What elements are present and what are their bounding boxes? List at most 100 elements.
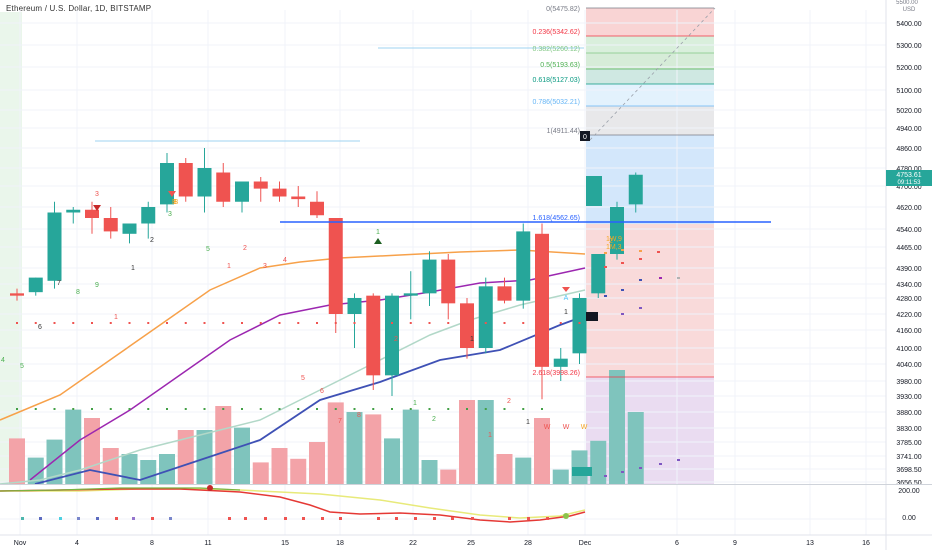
pane-separator[interactable]: [0, 484, 932, 485]
candle-body[interactable]: [178, 163, 193, 197]
time-axis-tick-label: 13: [806, 540, 814, 547]
candle-body[interactable]: [85, 209, 99, 218]
volume-dot: [428, 408, 431, 410]
price-flag-marker: [586, 312, 598, 321]
projection-dot: [639, 467, 642, 469]
volume-dot: [241, 408, 243, 410]
candle-body[interactable]: [610, 207, 624, 254]
ema-dot: [447, 322, 450, 324]
ema-dot: [53, 322, 56, 324]
candle-body[interactable]: [66, 209, 81, 213]
candle-body[interactable]: [122, 223, 137, 234]
fib-zone-1: [586, 135, 714, 224]
fib-zone-786: [586, 106, 714, 135]
candle-body[interactable]: [572, 298, 587, 354]
ma-purple-line: [29, 267, 586, 481]
time-axis-tick-label: Nov: [14, 540, 27, 547]
signal-marker-label: W: [563, 424, 570, 431]
candle-body[interactable]: [478, 286, 493, 348]
price-axis-tick-label: 4540.00: [896, 227, 921, 234]
fib-level-label: 0(5475.82): [546, 6, 580, 13]
candle-body[interactable]: [291, 196, 306, 200]
candle-body[interactable]: [28, 277, 43, 293]
projection-dot: [621, 289, 624, 291]
volume-bar: [140, 460, 157, 484]
projection-dot: [621, 471, 624, 473]
candle-body[interactable]: [591, 254, 606, 294]
volume-dot: [447, 408, 450, 410]
fib-level-label: 0.618(5127.03): [533, 77, 580, 84]
candle-body[interactable]: [197, 168, 212, 197]
signal-marker-label: 6: [320, 388, 324, 395]
price-axis-tick-label: 4940.00: [896, 126, 921, 133]
candle-body[interactable]: [235, 181, 249, 202]
signal-marker-label: 2: [150, 237, 154, 244]
projection-dot: [604, 475, 607, 477]
volume-dot: [91, 408, 93, 410]
time-axis-tick-label: 9: [733, 540, 737, 547]
osc-histogram-dot: [395, 517, 398, 520]
volume-dot: [278, 408, 281, 410]
candle-body[interactable]: [141, 207, 156, 224]
last-candle[interactable]: [586, 176, 602, 206]
candle-body[interactable]: [47, 212, 62, 281]
fib-level-label: 0.5(5193.63): [540, 62, 580, 69]
candle-body[interactable]: [272, 188, 287, 197]
volume-bar: [309, 442, 325, 484]
volume-bar: [234, 427, 250, 484]
osc-histogram-dot: [339, 517, 342, 520]
candle-body[interactable]: [253, 181, 268, 189]
ema-dot: [297, 322, 300, 324]
fib-zero-marker[interactable]: [580, 131, 590, 141]
candle-body[interactable]: [310, 201, 324, 216]
candle-body[interactable]: [403, 293, 418, 296]
osc-histogram-dot: [414, 517, 417, 520]
signal-marker-label: 1: [526, 419, 530, 426]
candle-body[interactable]: [628, 174, 643, 205]
candle-body[interactable]: [328, 218, 343, 314]
candle-body[interactable]: [535, 233, 549, 367]
signal-marker-label: W: [544, 424, 551, 431]
candle-body[interactable]: [497, 286, 512, 301]
volume-bar: [515, 457, 532, 484]
volume-bar: [477, 400, 494, 484]
candle-body[interactable]: [347, 298, 362, 314]
volume-flag-marker: [572, 467, 592, 476]
signal-marker-label: 2: [394, 336, 398, 343]
candle-body[interactable]: [460, 303, 474, 348]
price-axis-panel[interactable]: [886, 0, 932, 550]
candle-body[interactable]: [553, 358, 568, 367]
candle-body[interactable]: [422, 259, 437, 294]
candle-body[interactable]: [516, 231, 531, 301]
volume-bar: [346, 412, 363, 484]
price-axis-tick-label: 4780.00: [896, 166, 921, 173]
projection-dot: [639, 307, 642, 309]
signal-marker-label: 4: [283, 257, 287, 264]
candle-body[interactable]: [216, 172, 231, 202]
signal-marker-label: W: [581, 424, 588, 431]
osc-histogram-dot: [169, 517, 172, 520]
signal-marker-label: 2: [609, 238, 613, 245]
osc-histogram-dot: [433, 517, 436, 520]
candle-body[interactable]: [366, 295, 381, 376]
up-arrow-marker: [374, 238, 382, 244]
ema-dot: [72, 322, 75, 324]
volume-dot: [316, 408, 318, 410]
osc-histogram-dot: [59, 517, 62, 520]
price-axis-tick-label: 3980.00: [896, 379, 921, 386]
candle-body[interactable]: [103, 218, 118, 232]
signal-marker-label: A: [564, 295, 569, 302]
candle-body[interactable]: [10, 293, 24, 296]
volume-dot: [53, 408, 56, 410]
ema-dot: [391, 322, 393, 324]
candle-body[interactable]: [385, 295, 399, 376]
candle-body[interactable]: [441, 259, 456, 304]
volume-bar: [102, 448, 119, 484]
last-price-badge[interactable]: [886, 170, 932, 186]
volume-dot: [503, 408, 506, 410]
projection-dot: [621, 262, 624, 264]
price-axis-tick-label: 4860.00: [896, 146, 921, 153]
signal-marker-label: 1: [470, 336, 474, 343]
